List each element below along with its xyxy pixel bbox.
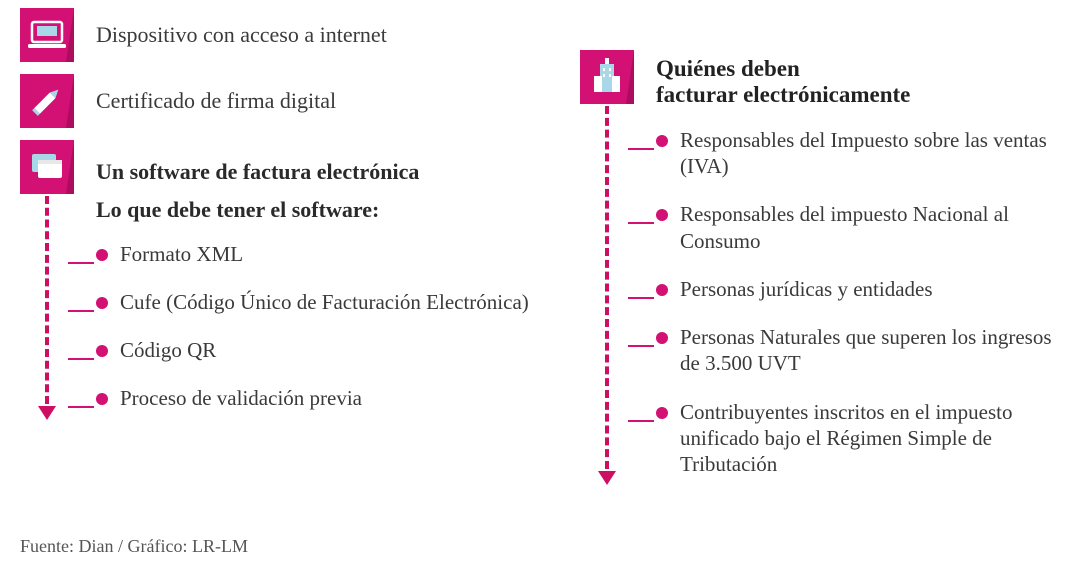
pencil-icon <box>20 74 74 128</box>
title-line: Quiénes deben <box>656 56 800 81</box>
bullet-dot-icon <box>656 209 668 221</box>
software-subheading: Lo que debe tener el software: <box>96 197 540 223</box>
windows-icon <box>20 140 74 194</box>
bullet-dot-icon <box>656 407 668 419</box>
bullet-label: Responsables del impuesto Nacional al Co… <box>680 201 1060 254</box>
building-icon <box>580 50 634 104</box>
bullet-dot-icon <box>96 297 108 309</box>
timeline-rail <box>580 50 634 485</box>
right-column: Quiénes deben facturar electrónicamente … <box>580 8 1060 485</box>
req-item: Dispositivo con acceso a internet <box>20 8 540 62</box>
rail-line <box>605 106 609 469</box>
req-label: Un software de factura electrónica <box>96 144 540 187</box>
bullet-label: Cufe (Código Único de Facturación Electr… <box>120 289 529 315</box>
source-credit: Fuente: Dian / Gráfico: LR-LM <box>20 536 248 557</box>
bullet-item: Personas jurídicas y entidades <box>656 276 1060 302</box>
right-title: Quiénes deben facturar electrónicamente <box>656 54 1060 109</box>
bullet-dot-icon <box>96 345 108 357</box>
req-label: Certificado de firma digital <box>96 87 336 116</box>
bullet-item: Responsables del Impuesto sobre las vent… <box>656 127 1060 180</box>
infographic-columns: Dispositivo con acceso a internet Certif… <box>20 8 1060 485</box>
bullet-label: Responsables del Impuesto sobre las vent… <box>680 127 1060 180</box>
rail-arrow-icon <box>598 471 616 485</box>
rail-arrow-icon <box>38 406 56 420</box>
right-timeline-body: Quiénes deben facturar electrónicamente … <box>656 50 1060 485</box>
left-timeline-body: Un software de factura electrónica Lo qu… <box>96 140 540 420</box>
laptop-icon <box>20 8 74 62</box>
bullet-item: Código QR <box>96 337 540 363</box>
timeline-rail <box>20 140 74 420</box>
bullet-item: Proceso de validación previa <box>96 385 540 411</box>
bullet-label: Proceso de validación previa <box>120 385 362 411</box>
bullet-label: Contribuyentes inscritos en el impuesto … <box>680 399 1060 478</box>
bullet-label: Personas Naturales que superen los ingre… <box>680 324 1060 377</box>
bullet-item: Cufe (Código Único de Facturación Electr… <box>96 289 540 315</box>
bullet-dot-icon <box>96 393 108 405</box>
right-timeline: Quiénes deben facturar electrónicamente … <box>580 50 1060 485</box>
bullet-item: Contribuyentes inscritos en el impuesto … <box>656 399 1060 478</box>
bullet-item: Formato XML <box>96 241 540 267</box>
left-column: Dispositivo con acceso a internet Certif… <box>20 8 540 485</box>
bullet-dot-icon <box>656 284 668 296</box>
bullet-dot-icon <box>656 135 668 147</box>
bullet-label: Código QR <box>120 337 216 363</box>
left-timeline: Un software de factura electrónica Lo qu… <box>20 140 540 420</box>
req-item: Certificado de firma digital <box>20 74 540 128</box>
bullet-label: Formato XML <box>120 241 243 267</box>
bullet-dot-icon <box>656 332 668 344</box>
bullet-item: Personas Naturales que superen los ingre… <box>656 324 1060 377</box>
bullet-label: Personas jurídicas y entidades <box>680 276 933 302</box>
req-label: Dispositivo con acceso a internet <box>96 21 387 50</box>
bullet-dot-icon <box>96 249 108 261</box>
title-line: facturar electrónicamente <box>656 82 910 107</box>
rail-line <box>45 196 49 404</box>
bullet-item: Responsables del impuesto Nacional al Co… <box>656 201 1060 254</box>
